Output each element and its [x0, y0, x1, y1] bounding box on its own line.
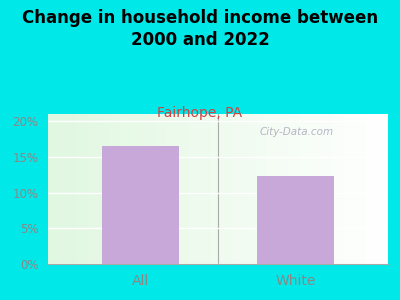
Text: City-Data.com: City-Data.com — [259, 127, 333, 137]
Text: Fairhope, PA: Fairhope, PA — [158, 106, 242, 121]
Text: Change in household income between
2000 and 2022: Change in household income between 2000 … — [22, 9, 378, 49]
Bar — [102, 146, 179, 264]
Bar — [257, 176, 334, 264]
